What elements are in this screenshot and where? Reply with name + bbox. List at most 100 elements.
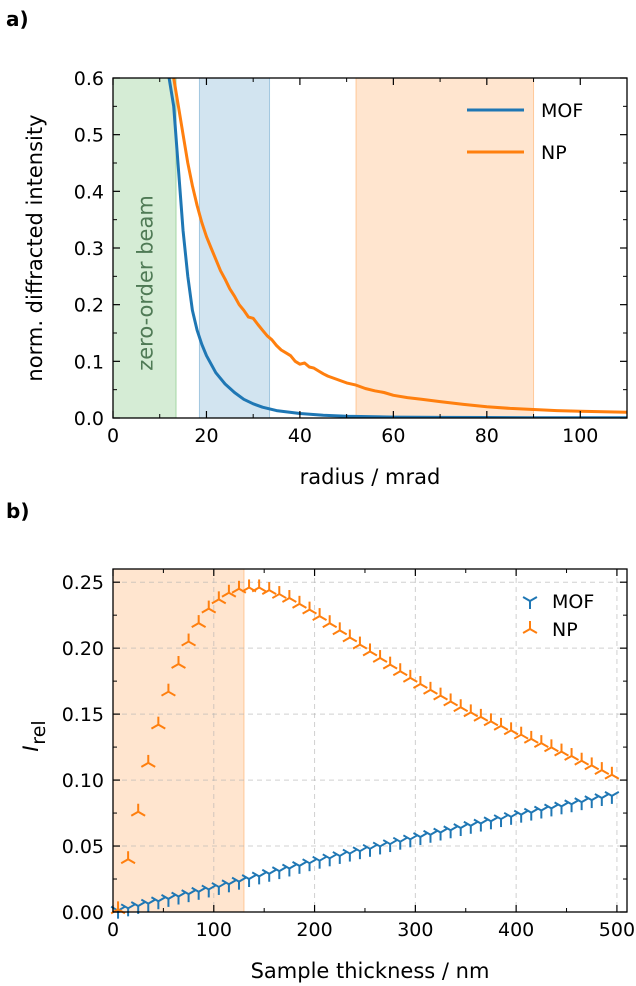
data-point-np bbox=[130, 803, 146, 817]
shaded-region bbox=[112, 568, 245, 913]
marker-arm bbox=[523, 807, 532, 814]
marker-arm bbox=[604, 773, 613, 780]
marker-arm bbox=[228, 591, 237, 598]
marker-arm bbox=[362, 650, 371, 657]
marker-arm bbox=[450, 700, 459, 707]
x-axis-label: radius / mrad bbox=[300, 465, 441, 489]
marker-arm bbox=[342, 848, 351, 855]
y-axis-label-sub: rel bbox=[28, 720, 50, 744]
marker-arm bbox=[147, 762, 156, 768]
marker-arm bbox=[560, 801, 569, 808]
marker-arm bbox=[198, 886, 207, 893]
marker-arm bbox=[490, 816, 499, 823]
x-tick-label: 200 bbox=[296, 919, 332, 941]
data-point-np bbox=[342, 629, 358, 643]
x-tick-label: 300 bbox=[397, 919, 433, 941]
marker-arm bbox=[339, 851, 348, 857]
marker-arm bbox=[231, 587, 240, 594]
data-point-mof bbox=[322, 853, 338, 867]
marker-arm bbox=[261, 868, 270, 875]
data-point-np bbox=[140, 754, 156, 768]
marker-arm bbox=[161, 690, 169, 697]
marker-arm bbox=[201, 607, 210, 614]
marker-arm bbox=[503, 729, 512, 736]
x-tick-label: 20 bbox=[194, 425, 218, 447]
marker-arm bbox=[319, 615, 328, 621]
zero-order-beam-annotation: zero-order beam bbox=[134, 195, 158, 371]
data-point-mof bbox=[463, 820, 479, 834]
marker-arm bbox=[550, 746, 559, 753]
marker-arm bbox=[412, 683, 421, 689]
marker-arm bbox=[352, 643, 361, 650]
marker-arm bbox=[429, 688, 438, 695]
marker-arm bbox=[412, 832, 421, 838]
marker-arm bbox=[520, 809, 529, 816]
data-point-np bbox=[332, 622, 348, 636]
data-point-np bbox=[201, 600, 217, 614]
data-point-np bbox=[120, 851, 136, 865]
data-point-np bbox=[221, 584, 237, 598]
marker-arm bbox=[362, 843, 371, 850]
data-point-np bbox=[150, 716, 166, 730]
y-tick-label: 0.6 bbox=[74, 68, 104, 90]
marker-arm bbox=[574, 759, 583, 766]
marker-arm bbox=[440, 694, 448, 701]
marker-arm bbox=[440, 827, 448, 834]
marker-arm bbox=[564, 799, 573, 806]
data-point-np bbox=[191, 615, 207, 628]
marker-arm bbox=[359, 643, 368, 650]
data-point-mof bbox=[574, 797, 590, 811]
marker-arm bbox=[181, 889, 190, 896]
marker-arm bbox=[604, 791, 613, 797]
marker-arm bbox=[419, 832, 428, 838]
data-point-mof bbox=[493, 814, 509, 828]
data-point-mof bbox=[231, 876, 247, 890]
marker-arm bbox=[342, 636, 351, 643]
marker-arm bbox=[543, 746, 552, 753]
x-tick-label: 100 bbox=[196, 919, 232, 941]
data-point-mof bbox=[604, 791, 620, 804]
marker-arm bbox=[201, 884, 210, 891]
marker-arm bbox=[278, 593, 287, 599]
marker-arm bbox=[500, 724, 509, 731]
marker-arm bbox=[554, 801, 562, 808]
data-point-mof bbox=[342, 848, 358, 862]
marker-arm bbox=[218, 598, 227, 605]
marker-arm bbox=[248, 874, 257, 880]
data-point-mof bbox=[181, 889, 197, 903]
marker-arm bbox=[520, 733, 529, 740]
marker-arm bbox=[251, 586, 260, 593]
data-point-np bbox=[443, 693, 459, 707]
data-point-np bbox=[382, 656, 398, 670]
marker-arm bbox=[523, 738, 532, 744]
data-point-mof bbox=[392, 836, 408, 850]
x-tick-label: 100 bbox=[562, 425, 598, 447]
marker-arm bbox=[433, 694, 442, 701]
marker-arm bbox=[581, 797, 590, 804]
data-point-np bbox=[322, 615, 338, 629]
data-point-mof bbox=[211, 882, 227, 895]
data-point-mof bbox=[251, 871, 267, 885]
x-tick-label: 60 bbox=[381, 425, 405, 447]
marker-arm bbox=[349, 848, 358, 855]
marker-arm bbox=[382, 663, 391, 670]
y-tick-label: 0.10 bbox=[62, 770, 104, 792]
data-point-np bbox=[211, 591, 227, 605]
data-point-mof bbox=[473, 818, 489, 832]
data-point-np bbox=[362, 643, 378, 657]
marker-arm bbox=[584, 795, 593, 801]
legend-label-mof: MOF bbox=[552, 591, 594, 613]
x-tick-label: 500 bbox=[599, 919, 635, 941]
data-point-np bbox=[584, 757, 600, 771]
marker-arm bbox=[140, 762, 149, 768]
data-point-np bbox=[503, 722, 519, 736]
x-axis-label: Sample thickness / nm bbox=[251, 959, 490, 983]
marker-arm bbox=[601, 769, 610, 775]
marker-arm bbox=[372, 657, 381, 663]
marker-arm bbox=[150, 896, 159, 903]
x-tick-label: 40 bbox=[288, 425, 312, 447]
y-tick-label: 0.3 bbox=[74, 238, 104, 260]
marker-arm bbox=[530, 738, 539, 744]
y-tick-label: 0.4 bbox=[74, 181, 104, 203]
